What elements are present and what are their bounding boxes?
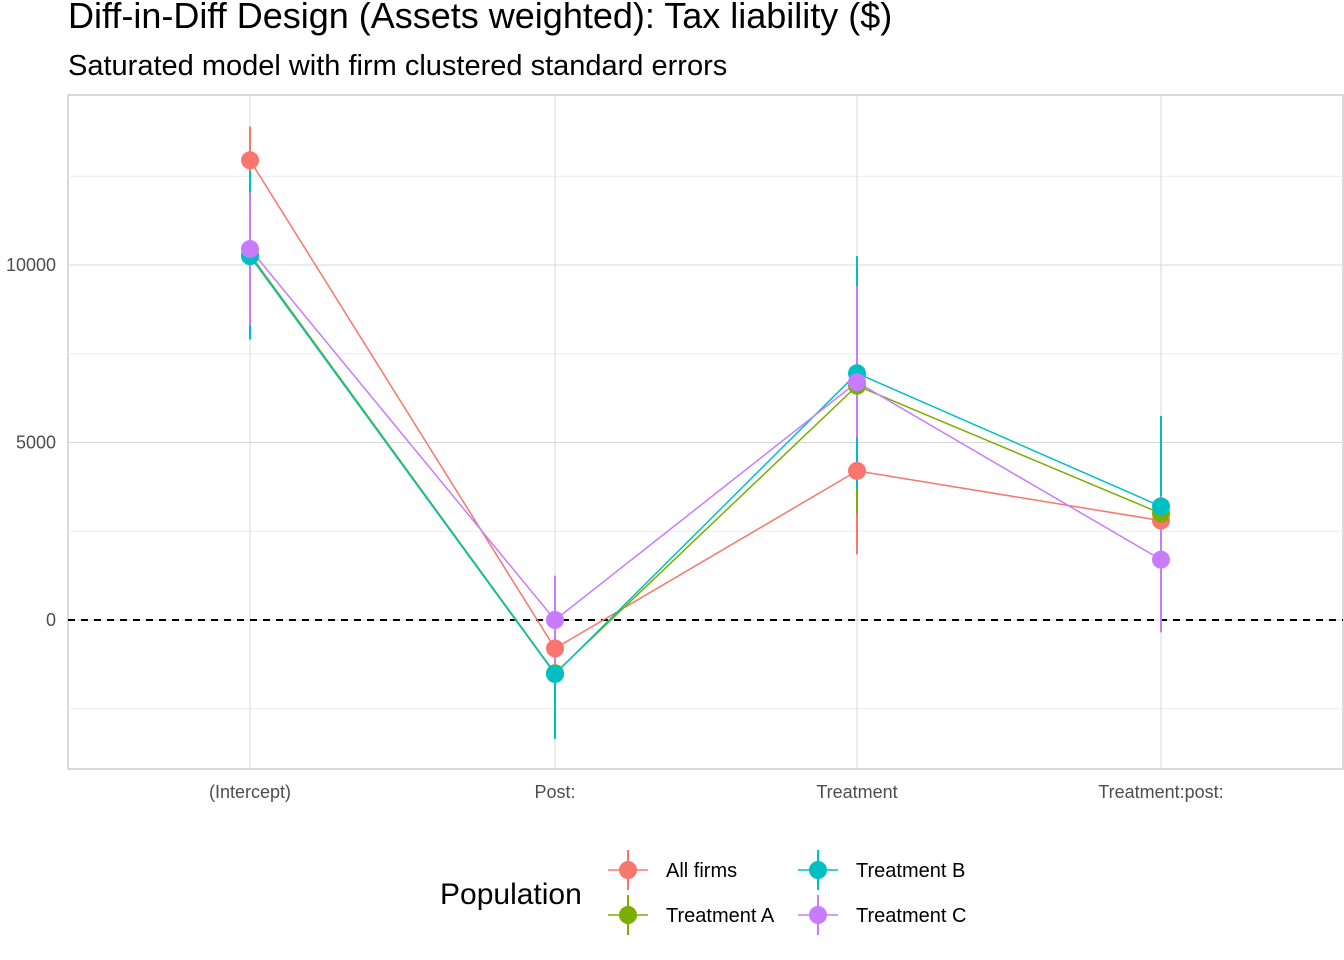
legend-key-point — [619, 906, 637, 924]
chart-title: Diff-in-Diff Design (Assets weighted): T… — [68, 0, 892, 36]
legend-title: Population — [440, 878, 582, 911]
legend-label: Treatment B — [856, 860, 965, 882]
legend: Population All firms Treatment A Treatment … — [440, 850, 966, 935]
legend-label: Treatment A — [666, 905, 775, 927]
x-tick-label: Treatment — [816, 782, 897, 802]
x-tick-label: Treatment:post: — [1098, 782, 1223, 802]
data-point — [546, 639, 564, 658]
legend-key-point — [809, 861, 827, 879]
series-line — [249, 248, 1162, 622]
legend-key-point — [619, 861, 637, 879]
data-point — [546, 664, 564, 683]
data-point — [1152, 550, 1170, 569]
y-tick-label: 10000 — [6, 255, 56, 275]
data-point — [546, 611, 564, 629]
y-tick-label: 0 — [46, 610, 56, 630]
data-point — [1152, 497, 1170, 516]
legend-key-point — [809, 906, 827, 924]
panel-border — [67, 94, 1344, 770]
series-line — [249, 255, 1162, 676]
data-point — [241, 151, 259, 170]
chart-subtitle: Saturated model with firm clustered stan… — [68, 50, 727, 82]
data-point — [848, 373, 866, 392]
data-point — [241, 240, 259, 259]
legend-label: Treatment C — [856, 905, 966, 927]
x-tick-label: Post: — [534, 782, 575, 802]
data-point — [848, 461, 866, 480]
series-line — [249, 159, 1162, 650]
x-tick-label: (Intercept) — [209, 782, 291, 802]
y-tick-label: 5000 — [16, 433, 56, 453]
plot-area: 0 5000 10000 (Intercept) Post: Treatment Treat… — [6, 94, 1344, 802]
legend-label: All firms — [666, 860, 737, 882]
